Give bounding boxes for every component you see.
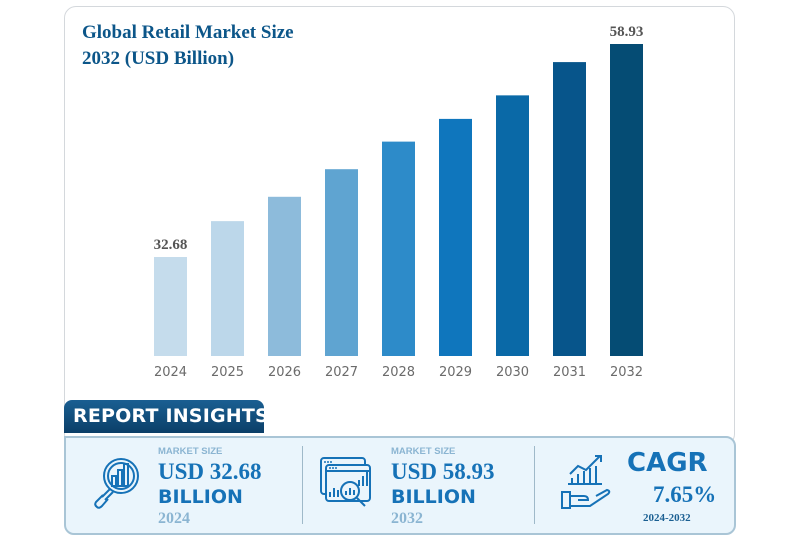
market-size-year: 2024 <box>158 510 190 527</box>
market-size-label: MARKET SIZE <box>158 446 223 457</box>
divider <box>534 446 535 524</box>
bar-2024 <box>154 257 187 356</box>
chart-title-line-1: Global Retail Market Size <box>82 22 294 43</box>
bar-2027 <box>325 169 358 356</box>
x-tick-label: 2028 <box>382 365 415 380</box>
x-tick-label: 2032 <box>610 365 643 380</box>
market-size-2024-card: MARKET SIZE USD 32.68 BILLION 2024 <box>66 438 302 533</box>
x-tick-label: 2025 <box>211 365 244 380</box>
bar-chart: 2024 32.68 2025 2026 2027 2028 2029 2030 2031 203… <box>154 24 644 380</box>
market-size-unit: BILLION <box>391 486 476 508</box>
analytics-dashboard-icon <box>320 457 371 507</box>
insights-panel: MARKET SIZE USD 32.68 BILLION 2024 MARKE… <box>64 436 736 535</box>
market-size-value: USD 32.68 <box>158 459 262 484</box>
cagr-value: 7.65% <box>653 482 717 507</box>
bar-2029 <box>439 118 472 356</box>
magnifier-chart-icon <box>94 458 139 509</box>
bar-2026 <box>268 196 301 356</box>
divider <box>302 446 303 524</box>
market-size-unit: BILLION <box>158 486 243 508</box>
bar-2032 <box>610 44 643 356</box>
x-tick-label: 2031 <box>553 365 586 380</box>
cagr-range: 2024-2032 <box>643 512 691 524</box>
bar-2025 <box>211 221 244 356</box>
report-insights-tab: REPORT INSIGHTS <box>64 400 269 433</box>
x-tick-label: 2027 <box>325 365 358 380</box>
bar-2031 <box>553 62 586 357</box>
bar-2030 <box>496 95 529 356</box>
data-label: 58.93 <box>610 24 644 40</box>
x-tick-label: 2029 <box>439 365 472 380</box>
data-label: 32.68 <box>154 237 188 253</box>
market-size-value: USD 58.93 <box>391 459 495 484</box>
market-size-2032-card: MARKET SIZE USD 58.93 BILLION 2032 <box>303 438 534 533</box>
x-tick-label: 2024 <box>154 365 187 380</box>
x-tick-label: 2030 <box>496 365 529 380</box>
chart-title-line-2: 2032 (USD Billion) <box>82 48 235 69</box>
cagr-label: CAGR <box>627 448 708 478</box>
cagr-card: CAGR 7.65% 2024-2032 <box>535 438 734 533</box>
market-size-label: MARKET SIZE <box>391 446 456 457</box>
hand-growth-chart-icon <box>561 455 611 509</box>
bar-2028 <box>382 141 415 356</box>
x-tick-label: 2026 <box>268 365 301 380</box>
market-size-year: 2032 <box>391 510 423 527</box>
chart-title: Global Retail Market Size 2032 (USD Bill… <box>82 20 294 72</box>
